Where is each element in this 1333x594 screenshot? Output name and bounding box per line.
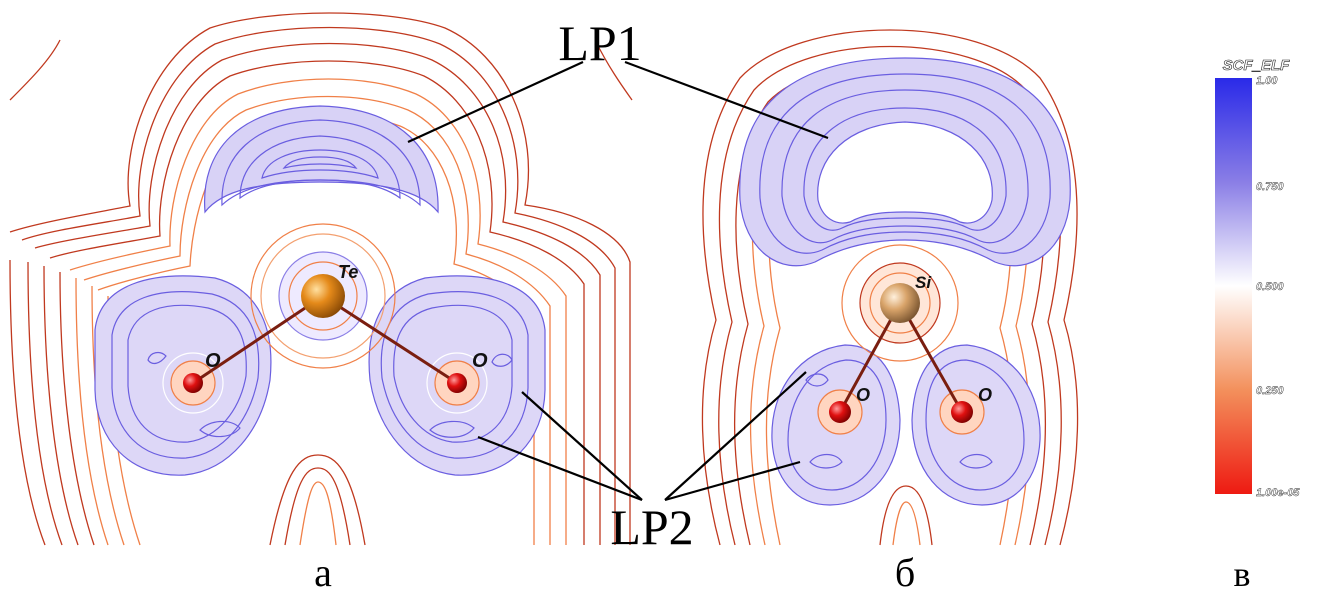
colorbar-gradient — [1215, 78, 1252, 494]
panel-a-molecule: Te O O — [183, 262, 488, 393]
panel-a-oxygen-left-label: O — [205, 350, 221, 372]
panel-c-caption: в — [1234, 554, 1251, 594]
lp2-leader-a-upper — [521, 391, 643, 501]
panel-a-bond-right — [322, 294, 458, 385]
annotation-leader-lines — [407, 60, 829, 502]
colorbar-tick-3: 0.500 — [1256, 281, 1284, 293]
panel-b-bond-left — [838, 302, 902, 413]
panel-b-oxygen-left-atom — [829, 401, 851, 423]
lp2-leader-a-lower — [477, 435, 643, 502]
panel-b-si-atom — [880, 283, 920, 323]
panel-b-bond-right — [898, 302, 964, 413]
panel-a-outer-contours — [9, 12, 633, 546]
colorbar: SCF_ELF 1.00 0.750 0.500 0.250 1.00e-05 — [1215, 57, 1301, 499]
panel-b-si-core-rings — [841, 244, 959, 362]
panel-a-caption: а — [314, 550, 332, 594]
panel-b-lp1-basin — [739, 57, 1071, 267]
panel-b-oxygen-right-atom — [951, 401, 973, 423]
panel-b-molecule: Si O O — [829, 273, 992, 423]
panel-a-oxygen-right-atom — [447, 373, 467, 393]
panel-a-bond-left — [192, 294, 324, 385]
colorbar-title: SCF_ELF — [1223, 57, 1291, 74]
panel-b-oxygen-basins — [771, 344, 1041, 506]
lp1-leader-to-panel-a — [407, 60, 584, 144]
colorbar-tick-4: 0.250 — [1256, 385, 1284, 397]
panel-a-oxygen-left-atom — [183, 373, 203, 393]
panel-a-lp1-basin — [203, 105, 439, 214]
panel-b-si-label: Si — [915, 273, 932, 292]
panel-a-left-oxygen-basin — [94, 275, 272, 476]
panel-a-te-label: Te — [338, 262, 358, 282]
colorbar-tick-1: 1.00 — [1256, 75, 1278, 87]
colorbar-tick-2: 0.750 — [1256, 181, 1284, 193]
lp2-leader-b-upper — [664, 371, 807, 501]
lp2-label: LP2 — [610, 499, 693, 555]
panel-a-oxygen-right-label: O — [472, 350, 488, 372]
panel-b-oxygen-left-label: O — [856, 385, 870, 405]
panel-b-caption: б — [895, 550, 915, 594]
lp1-label: LP1 — [558, 15, 641, 71]
panel-b-contour-map — [701, 29, 1079, 546]
panel-a-te-atom — [301, 274, 345, 318]
colorbar-tick-5: 1.00e-05 — [1256, 487, 1300, 499]
lp1-leader-to-panel-b — [624, 60, 829, 140]
panel-b-oxygen-right-label: O — [978, 385, 992, 405]
lp2-leader-b-lower — [664, 460, 801, 502]
